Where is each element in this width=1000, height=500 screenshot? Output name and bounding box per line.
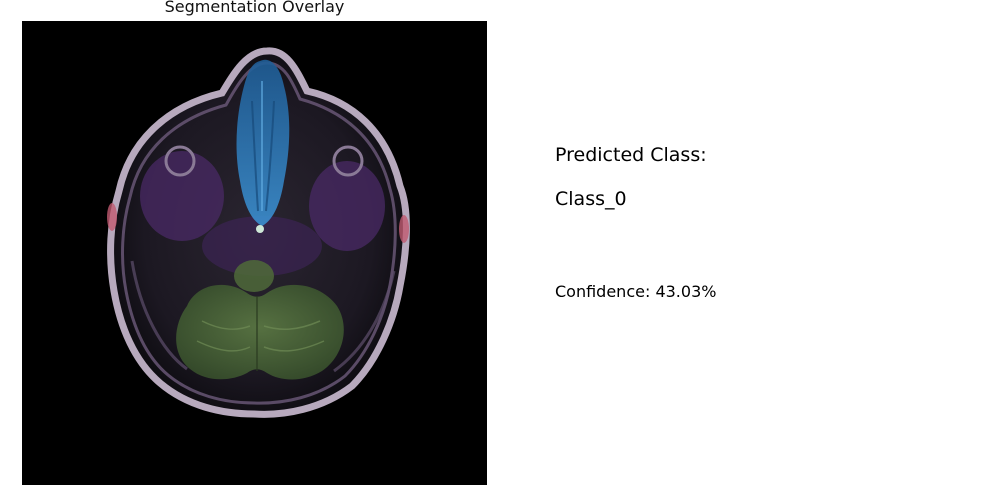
center-tissue-region — [202, 216, 322, 276]
brainstem-region — [234, 260, 274, 292]
skull-inner-rim — [121, 61, 397, 405]
panel-title: Segmentation Overlay — [164, 0, 345, 16]
bright-spot — [256, 225, 264, 233]
predicted-class-label: Predicted Class: — [555, 144, 707, 166]
left-temporal-region — [140, 151, 224, 241]
cerebellum-overlay — [176, 284, 344, 380]
right-ear — [399, 215, 409, 243]
right-temporal-region — [309, 161, 385, 251]
predicted-class-value: Class_0 — [555, 188, 627, 210]
segmentation-overlay-image — [22, 21, 487, 485]
mri-scan-graphic — [107, 47, 410, 418]
left-ear — [107, 203, 117, 231]
confidence-text: Confidence: 43.03% — [555, 282, 717, 301]
